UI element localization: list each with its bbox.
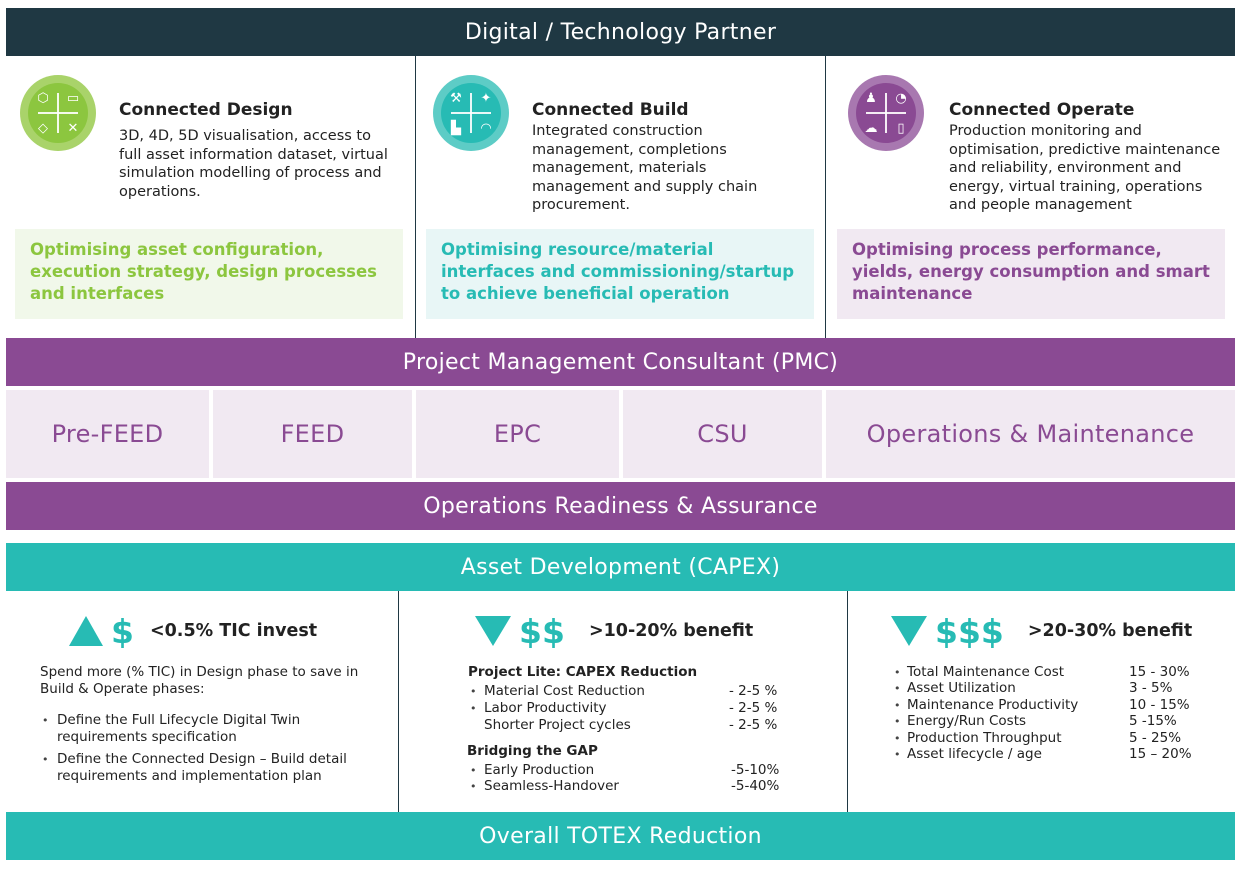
connected-operate-description: Production monitoring and optimisation, … [949,123,1221,213]
list-item: Asset lifecycle / age [907,746,1042,762]
dollar-icon: $$$ [935,611,1004,651]
bullet-icon: • [894,699,901,712]
opex-benefit-headline: >20-30% benefit [1027,621,1193,641]
bullet-icon: • [470,702,477,715]
capex-benefit-headline: >10-20% benefit [588,621,754,641]
connected-operate-optimising: Optimising process performance, yields, … [837,229,1225,319]
list-item: Production Throughput [907,730,1062,746]
phase-label: FEED [280,420,345,448]
phase-csu: CSU [623,390,822,478]
list-item: Asset Utilization [907,680,1016,696]
bullet-icon: • [894,682,901,695]
section-title: Project Lite: CAPEX Reduction [468,664,698,680]
connected-design-description: 3D, 4D, 5D visualisation, access to full… [119,128,388,200]
list-value: 5 -15% [1129,713,1177,729]
pmc-band: Project Management Consultant (PMC) [6,338,1235,386]
bullet-icon: • [470,764,477,777]
dollar-icon: $$ [519,611,565,651]
list-value: -5-40% [731,778,780,794]
list-value: 5 - 25% [1129,730,1182,746]
phase-operations-maintenance: Operations & Maintenance [826,390,1235,478]
phase-label: Operations & Maintenance [866,420,1195,448]
phase-label: EPC [493,420,542,448]
list-value: 15 - 30% [1129,664,1190,680]
capex-band: Asset Development (CAPEX) [6,543,1235,591]
connected-design-optimising: Optimising asset configuration, executio… [15,229,403,319]
arrow-down-icon [891,616,927,646]
divider [847,591,848,812]
connected-operate-title: Connected Operate [949,100,1135,120]
totex-label: Overall TOTEX Reduction [479,823,762,849]
ora-label: Operations Readiness & Assurance [423,493,818,519]
list-value: - 2-5 % [729,717,778,733]
pmc-label: Project Management Consultant (PMC) [402,349,839,375]
capex-label: Asset Development (CAPEX) [460,554,781,580]
connected-build-optimising: Optimising resource/material interfaces … [426,229,814,319]
list-item: Seamless-Handover [484,778,619,794]
list-item: Energy/Run Costs [907,713,1027,729]
phase-label: Pre-FEED [51,420,164,448]
tic-invest-intro: Spend more (% TIC) in Design phase to sa… [40,664,359,697]
bullet-icon: • [894,715,901,728]
bullet-icon: • [470,685,477,698]
list-value: - 2-5 % [729,700,778,716]
list-item: Maintenance Productivity [907,697,1079,713]
phase-label: CSU [697,420,748,448]
divider [398,591,399,812]
ora-band: Operations Readiness & Assurance [6,482,1235,530]
design-quad-icon: ⬡ ▭ ◇ ✕ [20,75,96,151]
bullet-icon: • [894,732,901,745]
digital-partner-band: Digital / Technology Partner [6,8,1235,56]
phase-pre-feed: Pre-FEED [6,390,209,478]
section-title: Bridging the GAP [467,743,598,759]
digital-partner-label: Digital / Technology Partner [464,19,777,45]
list-item: Shorter Project cycles [484,717,631,733]
connected-design-title: Connected Design [119,100,293,120]
operate-quad-icon: ♟ ◔ ☁ ▯ [848,75,924,151]
list-value: -5-10% [731,762,780,778]
list-value: 3 - 5% [1129,680,1173,696]
bullet-icon: • [894,748,901,761]
bullet-icon: • [894,666,901,679]
list-item: Define the Connected Design – Build deta… [57,751,347,784]
bullet-icon: • [42,753,49,766]
build-quad-icon: ⚒ ✦ ▙ ◠ [433,75,509,151]
connected-build-description: Integrated construction management, comp… [532,123,758,213]
list-value: 15 – 20% [1129,746,1192,762]
dollar-icon: $ [111,611,134,651]
arrow-up-icon [69,616,103,646]
list-item: Early Production [484,762,595,778]
list-item: Material Cost Reduction [484,683,645,699]
phase-epc: EPC [416,390,619,478]
list-value: 10 - 15% [1129,697,1190,713]
connected-build-title: Connected Build [532,100,689,120]
divider [825,56,826,338]
list-item: Total Maintenance Cost [907,664,1065,680]
bullet-icon: • [470,780,477,793]
arrow-down-icon [475,616,511,646]
totex-band: Overall TOTEX Reduction [6,812,1235,860]
list-value: - 2-5 % [729,683,778,699]
tic-invest-headline: <0.5% TIC invest [149,621,318,641]
list-item: Labor Productivity [484,700,607,716]
divider [415,56,416,338]
phase-feed: FEED [213,390,412,478]
bullet-icon: • [42,714,49,727]
list-item: Define the Full Lifecycle Digital Twin r… [57,712,301,745]
